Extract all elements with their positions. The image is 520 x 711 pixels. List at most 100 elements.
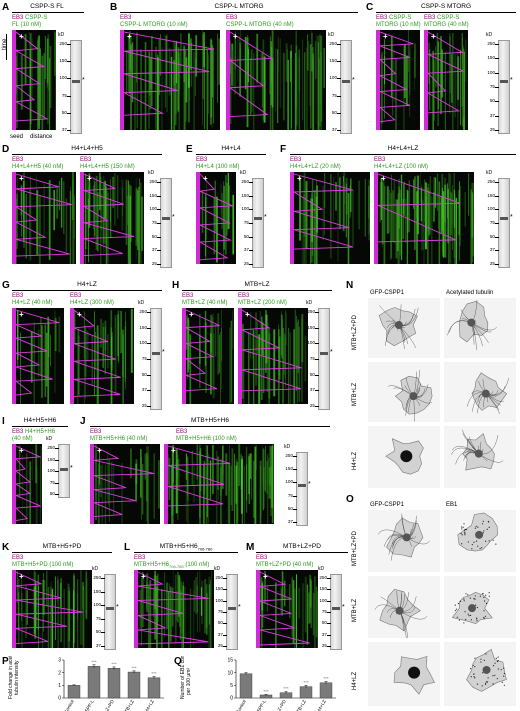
panel-h-title: MTB+LZ [244, 281, 270, 288]
o-cell-1b [444, 510, 516, 572]
gel-m [330, 574, 342, 650]
q-bar [299, 686, 313, 699]
o-cell-1a [368, 510, 440, 572]
gel-kd-label: kD [58, 32, 65, 38]
cap-b2-eb3: EB3 [226, 15, 238, 21]
panel-label-n: N [346, 280, 354, 291]
gel-mw-label: 100 [93, 602, 101, 608]
kymograph-b1: + [120, 30, 220, 130]
n-cell-3a [368, 426, 440, 488]
gel-j [296, 452, 308, 526]
panel-c-title: CSPP-S MTORG [420, 3, 472, 10]
chart-q: Number of EB1 comets per 100 µm² 0 5 10 15 Con… [180, 656, 336, 711]
panel-f-title: H4+L4+LZ [387, 145, 419, 152]
gel-b [340, 40, 352, 134]
o-cell-2a [368, 576, 440, 638]
gel-mw-label: 75 [331, 92, 337, 98]
gel-mw-label: 37 [141, 387, 147, 393]
q-category-label: MTB+LZ [294, 699, 307, 711]
gel-kd-label: kD [148, 170, 155, 176]
svg-text:+: + [203, 174, 208, 183]
n-row2-label: MTB+LZ [352, 382, 358, 406]
gel-mw-label: 75 [151, 220, 157, 225]
q-significance: *** [263, 689, 269, 694]
svg-text:+: + [19, 174, 24, 183]
gel-mw-label: 37 [287, 519, 293, 524]
cap-j2-eb3: EB3 [176, 429, 188, 435]
kymograph-g2: + [70, 308, 134, 404]
gel-mw-label: 75 [95, 615, 101, 621]
p-ylabel: Fold change in acetylated [8, 656, 14, 699]
gel-k [104, 574, 116, 650]
gel-mw-label: 100 [149, 206, 157, 212]
gel-f [498, 178, 510, 268]
gel-mw-label: 250 [215, 575, 223, 580]
svg-text:+: + [97, 446, 102, 455]
panel-g-title: H4+LZ [77, 281, 97, 288]
gel-mw-label: 50 [217, 620, 223, 626]
panel-k-title: MTB+H5+PD [42, 543, 82, 550]
cap-i-conc: (40 nM) [12, 436, 33, 442]
p-ylabel2: tubulin intensity [14, 660, 20, 695]
gel-mw-label: 100 [59, 75, 67, 81]
kymograph-b2: + [226, 30, 326, 130]
p-bar [67, 685, 81, 699]
kymograph-j2: + [164, 444, 274, 524]
n-col1-label: GFP-CSPP1 [370, 290, 405, 296]
gel-mw-label: 25 [309, 403, 315, 408]
q-category-label: H4+LZ [316, 699, 327, 711]
n-row1-label: MTB+LZ+PD [352, 314, 358, 350]
cap-f2-protein: H4+L4+LZ (100 nM) [374, 164, 429, 170]
cap-b2-protein: CSPP-L MTORG (40 nM) [226, 22, 294, 28]
panel-label-a: A [2, 2, 10, 13]
gel-mw-label: 100 [487, 206, 495, 212]
kymograph-m: + [256, 570, 318, 648]
gel-mw-label: 50 [61, 109, 67, 115]
gel-mw-label: 250 [59, 41, 67, 46]
cap-i-eb3: EB3 [12, 429, 24, 435]
panel-e-title: H4+L4 [221, 145, 241, 152]
gel-mw-label: 250 [139, 309, 147, 314]
q-bar [239, 673, 253, 699]
cap-d1-eb3: EB3 [12, 157, 24, 163]
q-ytick: 10 [227, 670, 233, 676]
svg-text:+: + [233, 32, 238, 41]
p-significance: *** [131, 665, 137, 670]
gel-mw-label: 250 [149, 179, 157, 184]
gel-mw-label: 37 [217, 631, 223, 637]
gel-mw-label: 150 [285, 466, 293, 472]
p-significance: *** [91, 659, 97, 664]
gel-kd-label: kD [46, 436, 53, 442]
n-row3-label: H4+LZ [352, 451, 358, 470]
cap-d2-protein: H4+L4+H5 (150 nM) [80, 164, 135, 170]
gel-mw-label: 50 [489, 98, 495, 104]
svg-text:+: + [431, 32, 436, 41]
panel-label-l: L [124, 542, 131, 553]
gel-l [226, 574, 238, 650]
kymograph-h1: + [182, 308, 234, 404]
panel-label-p: P [2, 656, 9, 667]
cap-d1-protein: H4+L4+H5 (40 nM) [12, 164, 64, 170]
gel-mw-label: 75 [321, 609, 327, 614]
q-ylabel2: per 100 µm² [186, 668, 192, 695]
cap-j2-protein: MTB+H5+H6 (100 nM) [176, 436, 237, 442]
kymograph-c2: + [424, 30, 468, 130]
gel-kd-label: kD [92, 566, 99, 572]
gel-mw-label: 150 [241, 192, 249, 198]
gel-a [70, 40, 82, 134]
gel-mw-label: 150 [59, 58, 67, 64]
panel-label-e: E [186, 144, 193, 155]
cap-h1-eb3: EB3 [182, 293, 194, 299]
gel-mw-label: 50 [243, 233, 249, 239]
svg-text:+: + [77, 310, 82, 319]
cap-a-protein: CSPP-S [25, 15, 48, 21]
gel-mw-label: 250 [329, 41, 337, 46]
gel-mw-label: 150 [487, 55, 495, 61]
q-ylabel: Number of EB1 comets [180, 656, 186, 699]
cap-h1-protein: MTB+LZ (40 nM) [182, 300, 228, 306]
gel-kd-label: kD [486, 170, 493, 176]
gel-c [498, 40, 510, 134]
panel-label-o: O [346, 494, 354, 505]
svg-text:+: + [19, 446, 24, 455]
kymograph-c1: + [376, 30, 420, 130]
